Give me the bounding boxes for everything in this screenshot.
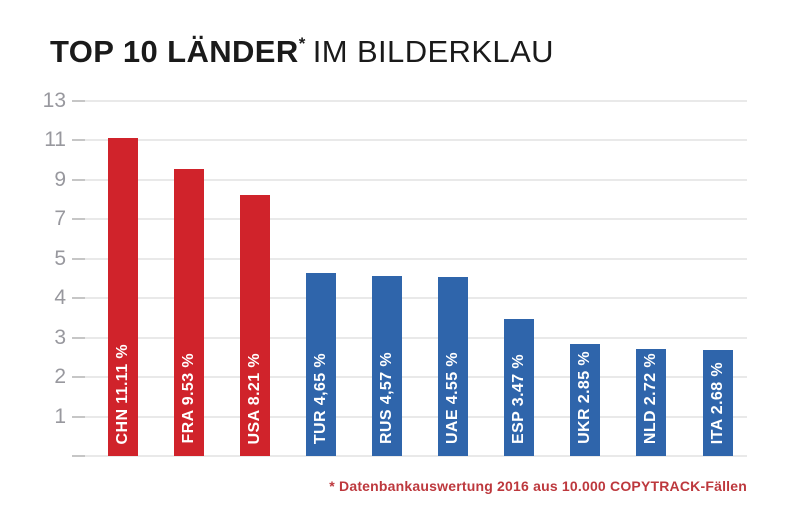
bar-nld: NLD 2.72 % [636,348,666,456]
bar-ukr: UKR 2.85 % [570,343,600,456]
y-axis-tick-label: 13 [42,88,66,112]
y-axis-tick-label: 11 [44,128,66,152]
y-axis-tick-label: 7 [54,207,66,231]
bar-label-nld: NLD 2.72 % [642,352,659,444]
bar-label-tur: TUR 4,65 % [312,352,329,444]
title-asterisk: * [298,34,306,53]
bar-ita: ITA 2.68 % [703,350,733,456]
bar-chn: CHN 11.11 % [108,138,138,456]
gridline [72,257,747,260]
bar-label-chn: CHN 11.11 % [114,343,131,444]
y-axis-tick-label: 2 [54,365,66,389]
title-rest: IM BILDERKLAU [312,34,554,69]
gridline [72,376,747,379]
page-title: TOP 10 LÄNDER* IM BILDERKLAU [50,24,554,72]
bar-rus: RUS 4,57 % [372,275,402,456]
bar-label-usa: USA 8.21 % [246,352,263,444]
y-axis-tick-label: 9 [54,167,66,191]
gridline [72,99,747,102]
gridline [72,218,747,221]
gridline [72,415,747,418]
y-axis-tick-label: 4 [54,286,66,310]
bar-label-fra: FRA 9.53 % [180,353,197,444]
gridline [72,139,747,142]
gridline [72,178,747,181]
y-axis-tick-label: 5 [54,246,66,270]
bar-label-ita: ITA 2.68 % [709,361,726,444]
gridline [72,336,747,339]
bar-tur: TUR 4,65 % [306,272,336,456]
y-axis-tick-label: 3 [54,325,66,349]
bar-usa: USA 8.21 % [240,195,270,456]
bar-fra: FRA 9.53 % [174,169,204,456]
title-main: TOP 10 LÄNDER [50,34,299,69]
bar-label-uae: UAE 4.55 % [444,351,461,444]
bar-label-esp: ESP 3.47 % [510,354,527,444]
footnote: * Datenbankauswertung 2016 aus 10.000 CO… [329,478,747,494]
gridline [72,455,747,457]
bar-uae: UAE 4.55 % [438,276,468,456]
gridline [72,297,747,300]
bar-label-ukr: UKR 2.85 % [576,351,593,444]
y-axis-tick-label: 1 [54,404,66,428]
bar-label-rus: RUS 4,57 % [378,351,395,444]
bar-esp: ESP 3.47 % [504,319,534,456]
